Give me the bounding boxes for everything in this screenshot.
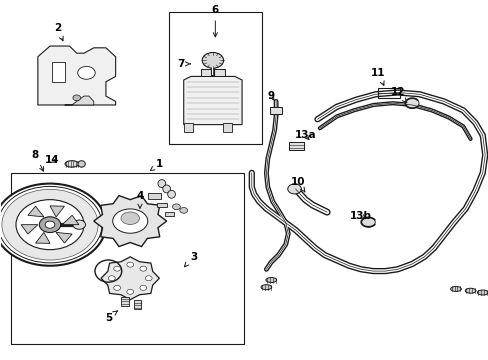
Bar — [183, 123, 193, 132]
Circle shape — [0, 184, 106, 266]
Ellipse shape — [476, 290, 487, 295]
Text: 5: 5 — [104, 311, 117, 323]
Text: 13b: 13b — [349, 211, 371, 221]
Ellipse shape — [163, 185, 170, 193]
Circle shape — [73, 220, 85, 229]
Circle shape — [73, 95, 81, 101]
Text: 3: 3 — [184, 252, 197, 267]
Ellipse shape — [450, 287, 460, 292]
Circle shape — [140, 266, 146, 271]
Polygon shape — [21, 225, 38, 234]
Bar — [377, 88, 399, 98]
Circle shape — [2, 189, 98, 260]
Text: 13a: 13a — [294, 130, 315, 140]
Text: 2: 2 — [54, 23, 63, 41]
Bar — [288, 142, 303, 150]
Ellipse shape — [265, 278, 276, 283]
Circle shape — [39, 217, 61, 233]
Polygon shape — [183, 76, 242, 125]
Ellipse shape — [167, 190, 175, 198]
Ellipse shape — [158, 180, 165, 188]
Circle shape — [172, 204, 180, 210]
Circle shape — [45, 221, 55, 228]
Bar — [169, 12, 261, 144]
Circle shape — [180, 207, 187, 213]
Text: 10: 10 — [290, 177, 305, 192]
Polygon shape — [148, 193, 161, 199]
Polygon shape — [38, 46, 116, 105]
Circle shape — [140, 285, 146, 290]
Bar — [52, 62, 64, 82]
Bar — [201, 68, 224, 76]
Circle shape — [361, 217, 374, 227]
Bar — [133, 300, 141, 309]
Polygon shape — [64, 96, 94, 105]
Polygon shape — [28, 206, 44, 217]
Ellipse shape — [113, 209, 147, 233]
Polygon shape — [62, 215, 79, 225]
Text: 1: 1 — [150, 159, 163, 171]
Text: 14: 14 — [45, 156, 60, 165]
Circle shape — [114, 266, 121, 271]
Circle shape — [405, 98, 418, 108]
Bar — [11, 173, 244, 344]
Text: 8: 8 — [32, 150, 43, 171]
Text: 9: 9 — [267, 91, 274, 101]
Polygon shape — [101, 257, 159, 300]
Circle shape — [202, 53, 223, 68]
Ellipse shape — [78, 161, 85, 167]
Ellipse shape — [464, 288, 475, 293]
Text: 4: 4 — [136, 191, 143, 208]
Text: 7: 7 — [177, 59, 190, 69]
Circle shape — [0, 186, 102, 263]
Circle shape — [78, 66, 95, 79]
Bar — [270, 108, 282, 114]
Circle shape — [126, 262, 133, 267]
Text: 11: 11 — [370, 68, 385, 85]
Circle shape — [287, 184, 301, 194]
Circle shape — [114, 285, 121, 290]
Polygon shape — [50, 206, 64, 217]
Ellipse shape — [121, 212, 139, 225]
Circle shape — [145, 276, 152, 281]
Ellipse shape — [65, 161, 79, 167]
Text: 6: 6 — [211, 5, 219, 37]
Circle shape — [16, 200, 84, 249]
Circle shape — [108, 276, 115, 281]
Ellipse shape — [261, 285, 271, 290]
Polygon shape — [157, 203, 166, 207]
Polygon shape — [94, 195, 166, 247]
Circle shape — [126, 289, 133, 294]
Bar — [121, 297, 129, 306]
Bar — [222, 123, 232, 132]
Polygon shape — [36, 233, 50, 243]
Polygon shape — [56, 233, 72, 243]
Polygon shape — [164, 212, 173, 216]
Text: 12: 12 — [389, 87, 406, 103]
